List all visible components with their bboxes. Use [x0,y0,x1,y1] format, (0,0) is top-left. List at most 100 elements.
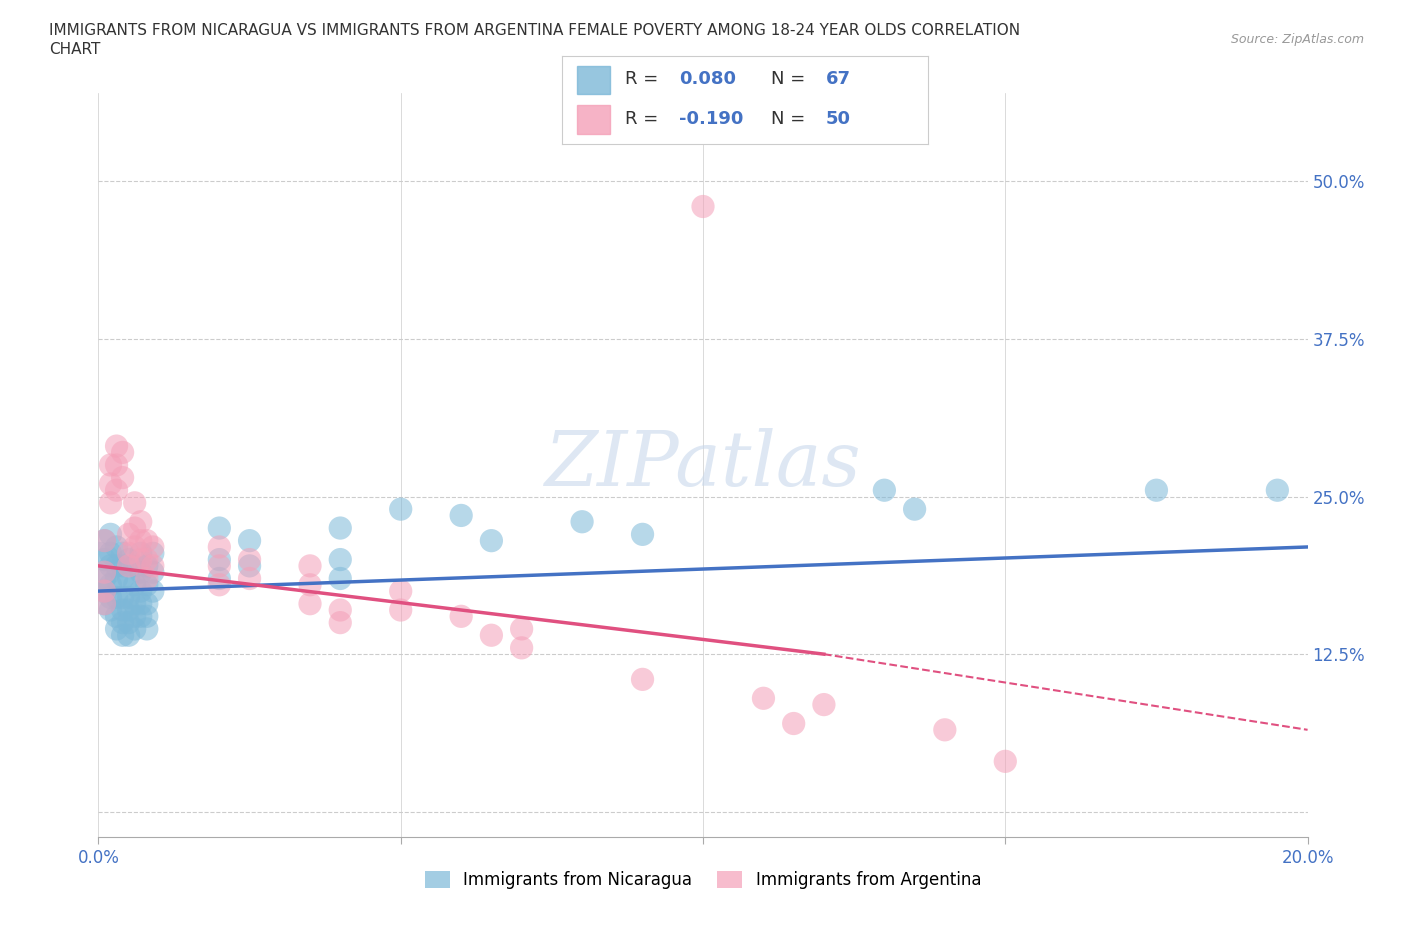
Point [481,628,503,643]
Text: Source: ZipAtlas.com: Source: ZipAtlas.com [1230,33,1364,46]
Point [93,596,115,611]
Point [100,458,122,472]
Text: IMMIGRANTS FROM NICARAGUA VS IMMIGRANTS FROM ARGENTINA FEMALE POVERTY AMONG 18-2: IMMIGRANTS FROM NICARAGUA VS IMMIGRANTS … [49,23,1021,38]
Bar [576,65,610,94]
Point [239,558,262,573]
Point [389,584,412,599]
Point [692,199,714,214]
Point [100,496,122,511]
Point [752,691,775,706]
Point [129,609,152,624]
Point [93,584,115,599]
Point [118,628,141,643]
Point [129,552,152,567]
Point [111,445,134,459]
Point [450,508,472,523]
Point [299,578,322,592]
Point [208,552,231,567]
Point [208,578,231,592]
Point [208,539,231,554]
Point [135,578,157,592]
Point [100,590,122,604]
Point [142,546,165,561]
Text: 67: 67 [825,70,851,87]
Point [142,565,165,579]
Point [93,584,115,599]
Point [118,552,141,567]
Point [118,603,141,618]
Point [93,552,115,567]
Point [135,609,157,624]
Point [129,546,152,561]
Point [124,609,146,624]
Point [118,558,141,573]
Point [118,615,141,630]
Point [93,596,115,611]
Point [124,621,146,636]
Point [100,476,122,491]
Point [813,698,835,712]
Point [934,723,956,737]
Text: R =: R = [624,110,664,127]
Point [239,571,262,586]
Point [118,590,141,604]
Point [124,558,146,573]
Point [100,603,122,618]
Point [93,565,115,579]
Point [904,501,927,516]
Point [135,533,157,548]
Point [124,496,146,511]
Point [1267,483,1289,498]
Point [105,483,128,498]
Point [481,533,503,548]
Point [105,571,128,586]
Point [111,558,134,573]
Point [105,621,128,636]
Point [873,483,896,498]
Point [135,596,157,611]
Point [329,521,352,536]
Point [142,584,165,599]
Point [1144,483,1167,498]
Point [329,552,352,567]
Text: 0.080: 0.080 [679,70,737,87]
Point [100,558,122,573]
Point [299,558,322,573]
Point [299,596,322,611]
Text: R =: R = [624,70,664,87]
Text: -0.190: -0.190 [679,110,744,127]
Point [124,521,146,536]
Point [100,546,122,561]
Point [93,533,115,548]
Point [329,571,352,586]
Point [783,716,806,731]
Point [142,558,165,573]
Bar [576,105,610,134]
Point [389,603,412,618]
Point [135,571,157,586]
Point [100,578,122,592]
Text: CHART: CHART [49,42,101,57]
Point [239,533,262,548]
Point [994,754,1017,769]
Point [93,533,115,548]
Text: ZIPatlas: ZIPatlas [544,428,862,502]
Point [129,533,152,548]
Point [111,615,134,630]
Point [142,539,165,554]
Point [510,641,533,656]
Point [105,439,128,454]
Legend: Immigrants from Nicaragua, Immigrants from Argentina: Immigrants from Nicaragua, Immigrants fr… [418,864,988,896]
Point [87,558,110,573]
Text: N =: N = [770,110,811,127]
Text: N =: N = [770,70,811,87]
Point [124,596,146,611]
Point [124,578,146,592]
Point [329,615,352,630]
Point [510,621,533,636]
Point [135,621,157,636]
Point [111,628,134,643]
Point [124,539,146,554]
Point [111,603,134,618]
Point [111,471,134,485]
